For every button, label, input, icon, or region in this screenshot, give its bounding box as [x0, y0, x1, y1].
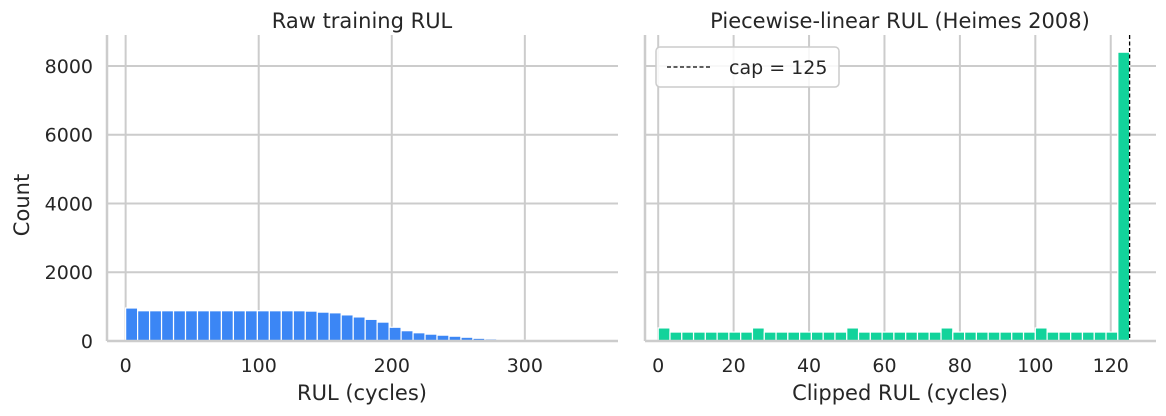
legend-box [655, 46, 840, 88]
histogram-bar [328, 312, 342, 342]
histogram-bar [940, 327, 954, 342]
histogram-bar [893, 331, 907, 342]
x-tick-label: 0 [120, 355, 132, 377]
histogram-bar [1022, 331, 1036, 342]
histogram-bar [208, 310, 223, 342]
x-tick-label: 300 [507, 355, 543, 377]
histogram-bar [657, 327, 671, 342]
histogram-bar [716, 331, 730, 342]
histogram-bar [881, 331, 895, 342]
histogram-bar [1093, 331, 1107, 342]
histogram-bar [704, 331, 718, 342]
x-tick-label: 40 [797, 355, 821, 377]
histogram-bar [244, 310, 258, 342]
histogram-bar [1034, 327, 1048, 342]
histogram-bar [280, 310, 294, 342]
histogram-bar [388, 326, 402, 342]
histogram-bar [268, 310, 282, 342]
histogram-bar [196, 310, 211, 342]
x-tick-label: 60 [872, 355, 896, 377]
histogram-bar [316, 311, 330, 342]
histogram-bar [1117, 51, 1131, 342]
y-tick-label: 4000 [45, 193, 93, 215]
histogram-bar [376, 321, 390, 342]
histogram-bar [125, 307, 139, 342]
x-tick-label: 0 [652, 355, 664, 377]
histogram-bar [352, 316, 366, 342]
histogram-bar [172, 310, 187, 342]
left-grid [107, 35, 618, 342]
histogram-bar [220, 310, 235, 342]
y-tick-label: 2000 [45, 262, 93, 284]
histogram-bar [1081, 331, 1095, 342]
histogram-bar [740, 331, 754, 342]
x-tick-label: 120 [1093, 355, 1129, 377]
right-x-axis-label: Clipped RUL (cycles) [792, 381, 1008, 405]
histogram-bar [292, 310, 306, 342]
histogram-bar [232, 310, 246, 342]
histogram-bar [1011, 331, 1025, 342]
y-axis-label: Count [10, 174, 34, 236]
histogram-bar [787, 331, 801, 342]
histogram-bar [681, 331, 695, 342]
left-bars [125, 307, 618, 342]
histogram-bar [857, 331, 871, 342]
right-x-ticks: 0 20 40 60 80 100 120 [652, 355, 1129, 377]
legend-label: cap = 125 [729, 57, 827, 79]
histogram-bar [763, 331, 777, 342]
histogram-bar [400, 330, 414, 342]
histogram-bar [905, 331, 919, 342]
left-x-axis-label: RUL (cycles) [297, 381, 427, 405]
x-tick-label: 100 [241, 355, 277, 377]
histogram-bar [364, 318, 378, 342]
histogram-bar [987, 331, 1001, 342]
histogram-bar [928, 331, 942, 342]
left-y-ticks: 0 2000 4000 6000 8000 [45, 56, 93, 353]
left-chart-title: Raw training RUL [272, 9, 453, 33]
histogram-bar [1105, 331, 1119, 342]
histogram-bar [692, 331, 706, 342]
histogram-bar [799, 331, 813, 342]
left-panel-raw-rul: Raw training RUL 0 100 200 300 0 2000 4000 600… [45, 9, 618, 405]
histogram-bar [160, 310, 175, 342]
histogram-bar [869, 331, 883, 342]
x-tick-label: 20 [722, 355, 746, 377]
histogram-bar [304, 310, 318, 342]
x-tick-label: 100 [1017, 355, 1053, 377]
histogram-bar [834, 331, 848, 342]
right-chart-title: Piecewise-linear RUL (Heimes 2008) [710, 9, 1090, 33]
histogram-bar [728, 331, 742, 342]
histogram-bar [822, 331, 836, 342]
x-tick-label: 200 [374, 355, 410, 377]
histogram-bar [846, 327, 860, 342]
histogram-bar [999, 331, 1013, 342]
y-tick-label: 0 [81, 331, 93, 353]
x-tick-label: 80 [948, 355, 972, 377]
histogram-bar [669, 331, 683, 342]
legend: cap = 125 [655, 46, 840, 88]
histogram-bar [1046, 331, 1060, 342]
histogram-bar [952, 331, 966, 342]
histogram-bar [964, 331, 977, 342]
right-panel-clipped-rul: Piecewise-linear RUL (Heimes 2008) 0 20 40… [643, 9, 1156, 405]
histogram-bar [184, 310, 199, 342]
histogram-bar [916, 331, 930, 342]
histogram-bar [751, 327, 765, 342]
right-bars [657, 51, 1131, 342]
histogram-bar [256, 310, 270, 342]
histogram-bar [137, 310, 151, 342]
histogram-bar [1058, 331, 1072, 342]
histogram-bar [810, 331, 824, 342]
histogram-bar [1070, 331, 1084, 342]
histogram-bar [148, 310, 163, 342]
histogram-bar [975, 331, 989, 342]
y-tick-label: 6000 [45, 125, 93, 147]
histogram-bar [340, 314, 354, 342]
histogram-bar [775, 331, 789, 342]
left-x-ticks: 0 100 200 300 [120, 355, 543, 377]
y-tick-label: 8000 [45, 56, 93, 78]
